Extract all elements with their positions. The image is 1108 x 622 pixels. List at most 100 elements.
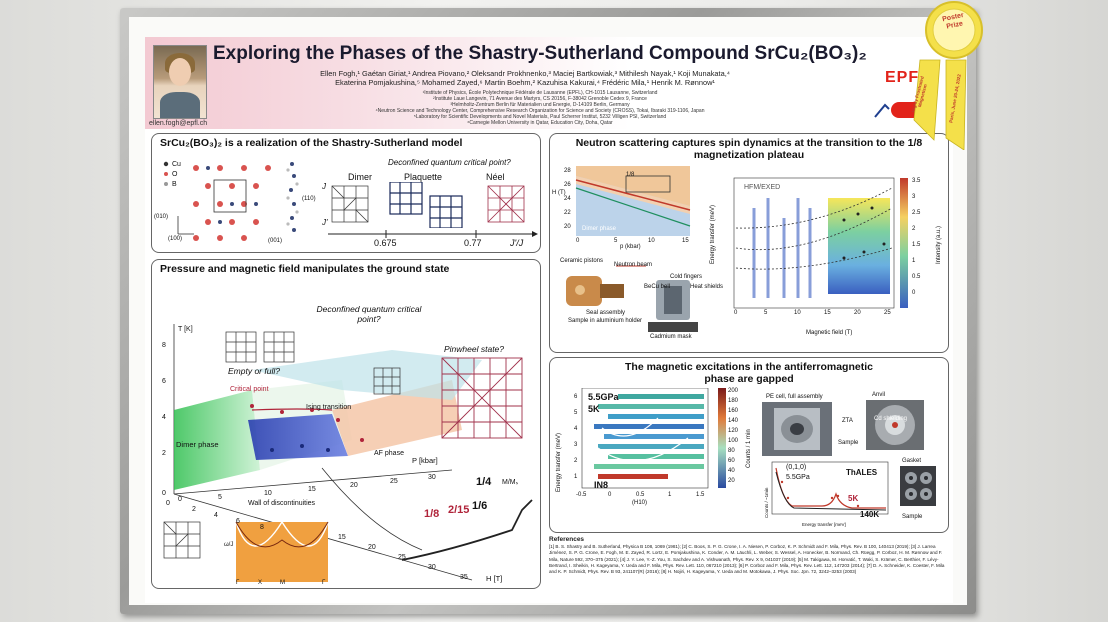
hp-label-dimer: Dimer phase — [582, 226, 617, 232]
pd-critical-point: Critical point — [230, 386, 269, 393]
pd-question-dqcp: Deconfined quantum critical point? — [316, 304, 422, 324]
in8-xtick-15: 1.5 — [696, 492, 705, 498]
thales-temp-5k: 5K — [848, 494, 859, 503]
authors-line-2: Ekaterina Pomjakushina,⁵ Mohamed Zayed,⁶… — [335, 78, 715, 87]
poster-frame: ellen.fogh@epfl.ch Exploring the Phases … — [120, 8, 976, 614]
hp-xtick-5: 5 — [614, 238, 618, 244]
axis-jprime-j: J'/J — [510, 238, 524, 248]
map-ylabel: Energy transfer (meV) — [710, 204, 716, 264]
pe-cell-label: PE cell, full assembly — [766, 394, 823, 400]
in8-xaxis: (H10) — [632, 500, 648, 506]
references-text: [1] B. S. Shastry and B. Sutherland, Phy… — [549, 544, 945, 575]
plateau-2-15: 2/15 — [448, 504, 470, 516]
coupling-jprime: J' — [322, 218, 328, 227]
apparatus-sample-holder: Sample in aluminium holder — [568, 318, 643, 324]
in8-instrument: IN8 — [594, 480, 609, 490]
panel-pressure-field: Pressure and magnetic field manipulates … — [151, 259, 541, 589]
apparatus-seal-assembly: Seal assembly — [586, 310, 626, 316]
poster-affiliations: ¹Institute of Physics, École Polytechniq… — [305, 90, 775, 126]
thales-ylabel: Counts / ~1min — [764, 487, 769, 518]
inset-gamma-1: Γ — [236, 580, 240, 586]
in8-xtick-0: 0 — [608, 492, 612, 498]
pd-ising-transition: Ising transition — [306, 404, 352, 411]
apparatus-neutron-beam: Neutron beam — [614, 262, 653, 268]
thales-instrument: ThALES — [846, 468, 878, 477]
in8-cbar-120: 120 — [728, 428, 739, 434]
pd-t-tick-6: 6 — [162, 378, 166, 385]
phase-dimer: Dimer — [348, 172, 372, 182]
pe-cell-photo — [762, 402, 832, 456]
in8-ylabel: Energy transfer (meV) — [556, 432, 562, 492]
axis-100: (100) — [168, 236, 183, 242]
in8-pressure: 5.5GPa — [588, 392, 619, 402]
in8-ytick-5: 5 — [574, 410, 578, 416]
cell-anvil: Anvil — [872, 392, 886, 398]
pd-p-tick-15: 15 — [308, 486, 316, 493]
pd-t-tick-8: 8 — [162, 342, 166, 349]
cbar-label: Intensity (a.u.) — [936, 225, 942, 264]
tick-077: 0.77 — [464, 238, 482, 248]
poster-header: ellen.fogh@epfl.ch Exploring the Phases … — [145, 37, 953, 129]
phase-neel: Néel — [486, 172, 505, 182]
panel-pressure-field-title: Pressure and magnetic field manipulates … — [160, 263, 450, 275]
cbar-tick-1: 1 — [912, 258, 916, 264]
map-instrument: HFM/EXED — [744, 184, 781, 191]
field-intensity-map — [733, 177, 908, 309]
in8-cbar-80: 80 — [728, 448, 735, 454]
axis-001: (001) — [268, 238, 283, 244]
panel-model: SrCu₂(BO₃)₂ is a realization of the Shas… — [151, 133, 541, 253]
legend-b: B — [172, 181, 177, 188]
pd-wall: Wall of discontinuities — [248, 500, 316, 507]
map-xtick-25: 25 — [884, 310, 891, 316]
in8-ytick-1: 1 — [574, 474, 578, 480]
model-question: Deconfined quantum critical point? — [388, 158, 511, 167]
pd-t-tick-0: 0 — [162, 490, 166, 497]
author-photo — [153, 45, 207, 119]
in8-cbar-40: 40 — [728, 468, 735, 474]
axis-110: (110) — [302, 196, 316, 202]
pd-dimer-phase: Dimer phase — [176, 440, 219, 449]
map-xtick-15: 15 — [824, 310, 831, 316]
hp-ytick-20: 20 — [564, 224, 571, 230]
pd-h-tick-35: 35 — [460, 574, 468, 581]
map-xtick-10: 10 — [794, 310, 801, 316]
in8-cbar-60: 60 — [728, 458, 735, 464]
author-email: ellen.fogh@epfl.ch — [149, 120, 208, 127]
axis-010: (010) — [154, 214, 169, 220]
pd-p-tick-25: 25 — [390, 478, 398, 485]
hp-xtick-0: 0 — [576, 238, 580, 244]
in8-ytick-4: 4 — [574, 426, 578, 432]
pd-h-tick-30: 30 — [428, 564, 436, 571]
in8-cbar-140: 140 — [728, 418, 739, 424]
hp-ytick-26: 26 — [564, 182, 571, 188]
gasket-photo — [900, 466, 936, 506]
plateau-1-6: 1/6 — [472, 500, 488, 512]
panel-excitations-title: The magnetic excitations in the antiferr… — [625, 361, 873, 385]
pd-t-tick-2: 2 — [162, 450, 166, 457]
phase-lattices — [331, 182, 525, 228]
pd-question-pinwheel: Pinwheel state? — [444, 344, 505, 354]
in8-cbar-160: 160 — [728, 408, 739, 414]
map-xtick-5: 5 — [764, 310, 768, 316]
cbar-tick-15: 1.5 — [912, 242, 921, 248]
pd-plaquette-phase: Plaquette phase — [260, 470, 311, 477]
gasket-sample: Sample — [902, 514, 923, 520]
in8-cbar-200: 200 — [728, 388, 739, 394]
pd-t-axis: T [K] — [178, 326, 193, 333]
pd-h-tick-4: 4 — [214, 512, 218, 519]
pd-p-tick-0: 0 — [178, 496, 182, 503]
hp-ytick-24: 24 — [564, 196, 571, 202]
poster-title: Exploring the Phases of the Shastry-Suth… — [213, 43, 867, 64]
in8-cbar-100: 100 — [728, 438, 739, 444]
affiliation-4: ⁴Neutron Science and Technology Center, … — [375, 108, 705, 114]
pd-h-tick-25: 25 — [398, 554, 406, 561]
hp-xtick-15: 15 — [682, 238, 689, 244]
pd-h-tick-0: 0 — [166, 500, 170, 507]
in8-dispersion-plot — [581, 388, 726, 489]
pd-h-tick-20: 20 — [368, 544, 376, 551]
in8-cbar-20: 20 — [728, 478, 735, 484]
phase-plaquette: Plaquette — [404, 172, 443, 182]
inset-x: X — [258, 580, 263, 586]
pd-h-tick-8: 8 — [260, 524, 264, 531]
map-xaxis: Magnetic field (T) — [806, 330, 853, 336]
